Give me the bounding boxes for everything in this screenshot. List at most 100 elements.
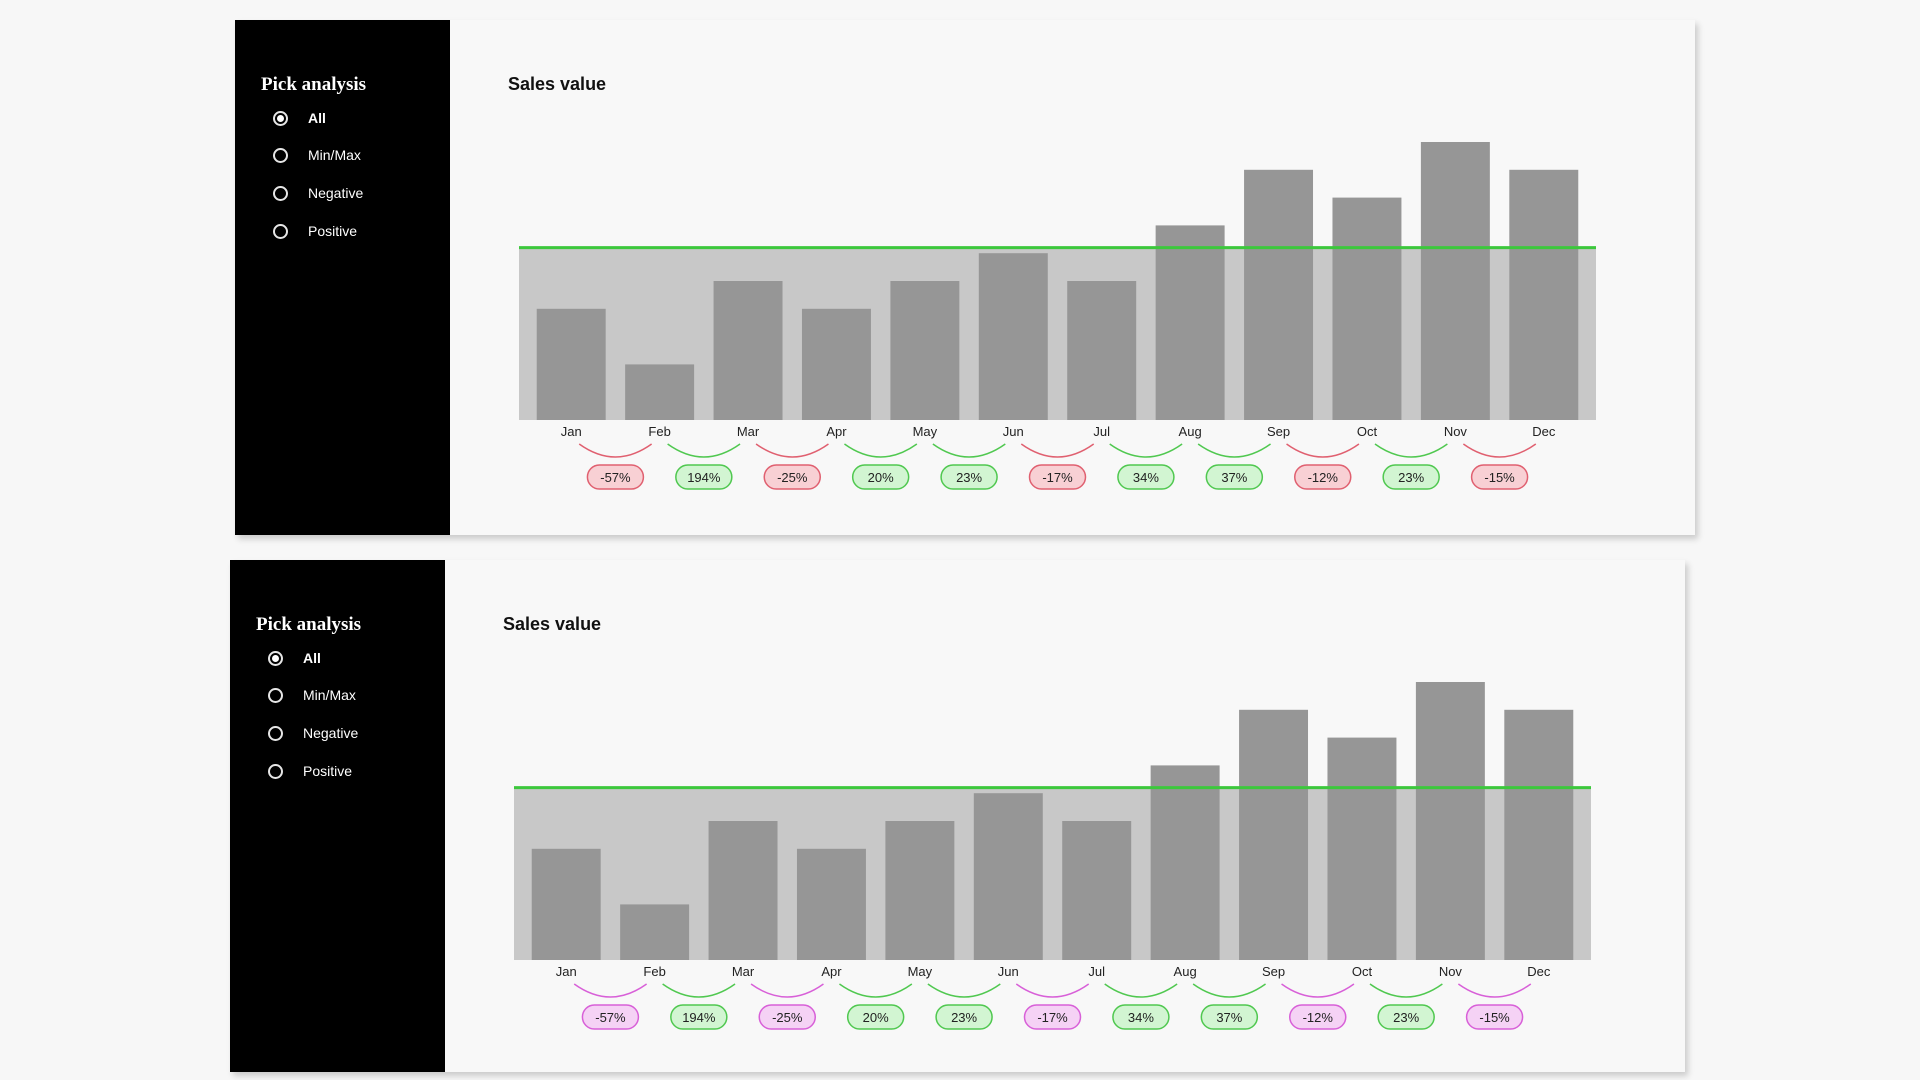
x-tick-may: May — [913, 424, 938, 439]
radio-negative[interactable]: Negative — [268, 725, 358, 741]
bar-feb — [620, 904, 690, 960]
x-tick-sep: Sep — [1267, 424, 1290, 439]
average-band — [514, 787, 1591, 960]
radio-label-minmax: Min/Max — [303, 687, 356, 703]
change-label: -17% — [1037, 1010, 1068, 1025]
change-label: -15% — [1479, 1010, 1510, 1025]
bar-jan — [536, 308, 606, 420]
change-pill — [1294, 464, 1352, 490]
radio-button-icon[interactable] — [268, 650, 283, 666]
radio-all[interactable]: All — [273, 110, 326, 126]
bar-mar — [713, 281, 783, 420]
radio-button-icon[interactable] — [273, 110, 288, 126]
radio-minmax[interactable]: Min/Max — [273, 147, 361, 163]
bar-apr — [801, 308, 871, 420]
bar-apr — [796, 848, 866, 960]
change-label: -57% — [595, 1010, 626, 1025]
change-arc — [662, 983, 736, 998]
radio-label-positive: Positive — [303, 763, 353, 779]
change-pill — [586, 464, 645, 490]
change-arc — [1457, 983, 1532, 998]
change-label: 194% — [682, 1010, 716, 1025]
change-arc — [1281, 983, 1355, 998]
x-tick-oct: Oct — [1357, 424, 1378, 439]
radio-all[interactable]: All — [268, 650, 321, 666]
sidebar: Pick analysis All Min/Max Negative Posit… — [235, 20, 450, 535]
change-pill — [1200, 1004, 1259, 1030]
radio-button-icon[interactable] — [273, 147, 288, 163]
radio-button-icon[interactable] — [268, 687, 283, 703]
x-tick-apr: Apr — [826, 424, 847, 439]
change-arc — [1104, 983, 1178, 998]
x-tick-sep: Sep — [1262, 964, 1285, 979]
change-pill — [940, 464, 998, 490]
radio-negative[interactable]: Negative — [273, 185, 363, 201]
change-pill — [758, 1004, 816, 1030]
radio-button-icon[interactable] — [273, 185, 288, 201]
change-pill — [1028, 464, 1087, 490]
analysis-panel-bottom: Pick analysis All Min/Max Negative Posit… — [230, 560, 1685, 1072]
x-tick-jul: Jul — [1093, 424, 1110, 439]
x-tick-jul: Jul — [1088, 964, 1105, 979]
change-arc — [1015, 983, 1090, 998]
bar-dec — [1509, 169, 1579, 420]
change-arc — [1020, 443, 1095, 458]
change-arc — [750, 983, 824, 998]
change-pill — [675, 464, 733, 490]
radio-positive[interactable]: Positive — [268, 763, 352, 779]
change-arc — [667, 443, 741, 458]
change-arc — [1369, 983, 1443, 998]
bar-sep — [1239, 709, 1309, 960]
change-label: -17% — [1042, 470, 1073, 485]
bar-jul — [1062, 821, 1132, 960]
change-arc — [1374, 443, 1448, 458]
x-tick-jan: Jan — [556, 964, 577, 979]
change-label: -57% — [600, 470, 631, 485]
x-tick-oct: Oct — [1352, 964, 1373, 979]
analysis-panel-top: Pick analysis All Min/Max Negative Posit… — [235, 20, 1695, 535]
change-pill — [1117, 464, 1175, 490]
change-label: -15% — [1484, 470, 1515, 485]
radio-button-icon[interactable] — [268, 725, 283, 741]
change-label: 34% — [1128, 1010, 1154, 1025]
change-arc — [1197, 443, 1271, 458]
bar-oct — [1332, 197, 1402, 420]
change-pill — [1465, 1004, 1524, 1030]
change-arc — [932, 443, 1006, 458]
radio-positive[interactable]: Positive — [273, 223, 357, 239]
bar-may — [885, 821, 955, 960]
radio-label-all: All — [308, 110, 326, 126]
change-pill — [1382, 464, 1440, 490]
sidebar: Pick analysis All Min/Max Negative Posit… — [230, 560, 445, 1072]
radio-label-minmax: Min/Max — [308, 147, 361, 163]
bar-may — [890, 281, 960, 420]
radio-minmax[interactable]: Min/Max — [268, 687, 356, 703]
x-tick-nov: Nov — [1444, 424, 1468, 439]
change-arc — [839, 983, 913, 998]
bar-mar — [708, 821, 778, 960]
change-pill — [935, 1004, 993, 1030]
change-arc — [573, 983, 648, 998]
change-label: -12% — [1303, 1010, 1334, 1025]
x-tick-dec: Dec — [1532, 424, 1556, 439]
pick-analysis-title: Pick analysis — [261, 74, 367, 95]
radio-button-icon[interactable] — [268, 763, 283, 779]
radio-button-icon[interactable] — [273, 223, 288, 239]
change-pill — [1470, 464, 1529, 490]
change-arc — [927, 983, 1001, 998]
bar-aug — [1150, 765, 1220, 960]
change-label: 20% — [863, 1010, 889, 1025]
sales-chart: Jan Feb Mar Apr May Jun Jul Aug Sep Oct Nov Dec -57%… — [514, 682, 1591, 1030]
change-label: 194% — [687, 470, 721, 485]
sales-chart: Jan Feb Mar Apr May Jun Jul Aug Sep Oct Nov Dec -57%… — [519, 142, 1596, 490]
change-label: -12% — [1308, 470, 1339, 485]
x-tick-feb: Feb — [643, 964, 665, 979]
change-label: 37% — [1216, 1010, 1242, 1025]
bar-aug — [1155, 225, 1225, 420]
change-pill — [846, 1004, 905, 1030]
x-tick-apr: Apr — [821, 964, 842, 979]
bar-jun — [978, 253, 1048, 420]
change-label: 37% — [1221, 470, 1247, 485]
change-pill — [670, 1004, 728, 1030]
x-tick-may: May — [908, 964, 933, 979]
